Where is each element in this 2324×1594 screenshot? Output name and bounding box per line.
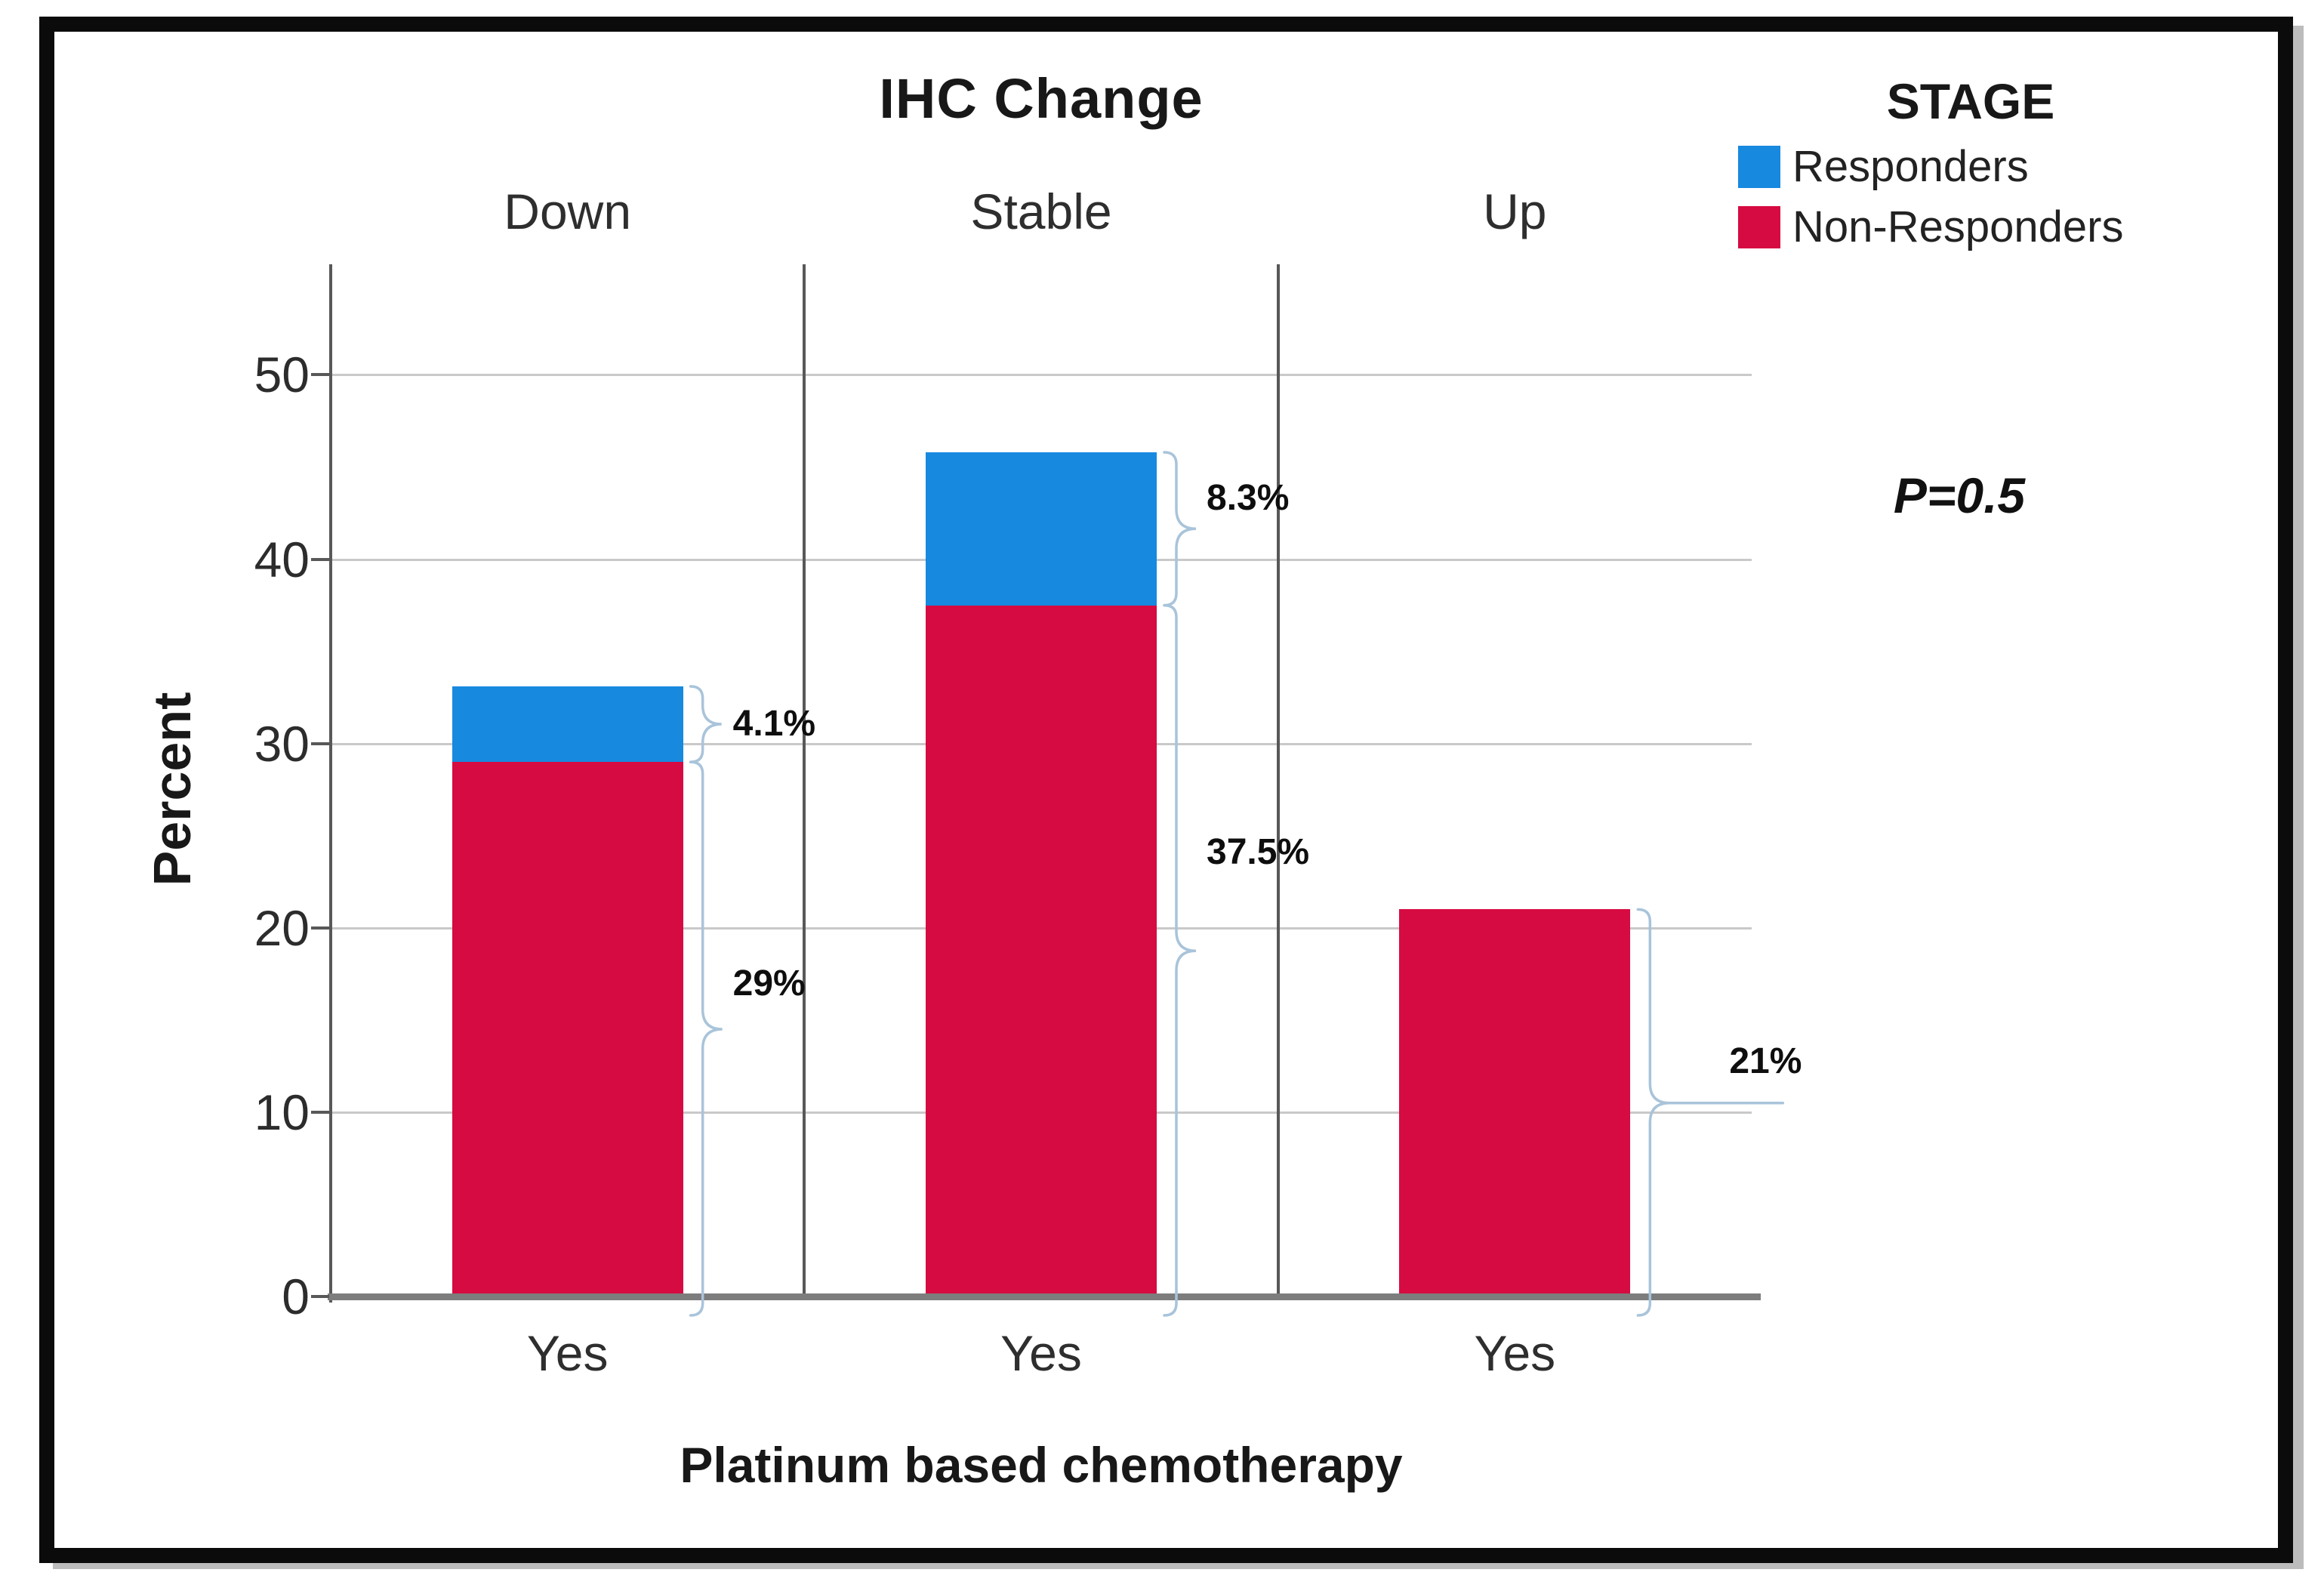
- panel-header-stable: Stable: [970, 183, 1112, 239]
- annotation-down-non-responders: 29%: [732, 963, 806, 1004]
- chart-frame: [39, 17, 2293, 1563]
- legend-item-non-responders: Non-Responders: [1738, 204, 2258, 251]
- legend-title: STAGE: [1886, 73, 2055, 129]
- y-tick-label-0: 0: [282, 1269, 310, 1324]
- gridline-50: [331, 374, 1752, 377]
- y-tick-30: [311, 742, 329, 745]
- brace-down-non-responders: [689, 760, 723, 1317]
- y-tick-50: [311, 373, 329, 377]
- y-tick-40: [311, 557, 329, 561]
- legend-item-responders: Responders: [1738, 143, 2258, 190]
- y-tick-20: [311, 926, 329, 930]
- y-tick-label-50: 50: [254, 347, 310, 403]
- x-tick-label-stable: Yes: [1000, 1325, 1082, 1381]
- y-tick-label-30: 30: [254, 715, 310, 772]
- legend-swatch-non-responders: [1738, 206, 1780, 248]
- legend-label-responders: Responders: [1792, 142, 2029, 191]
- legend: STAGE Responders Non-Responders: [1729, 72, 2258, 251]
- x-axis-line: [328, 1293, 1761, 1300]
- annotation-stable-non-responders: 37.5%: [1207, 832, 1310, 873]
- y-tick-label-10: 10: [254, 1084, 310, 1140]
- panel-divider: [1276, 264, 1280, 1296]
- annotation-stable-responders: 8.3%: [1207, 478, 1290, 519]
- y-axis-line: [329, 264, 332, 1303]
- brace-stable-non-responders: [1163, 603, 1197, 1317]
- brace-stable-responders: [1163, 451, 1197, 607]
- bar-down-responders: [452, 686, 683, 763]
- bar-up-non-responders: [1399, 909, 1631, 1296]
- legend-swatch-responders: [1738, 146, 1780, 188]
- x-tick-label-up: Yes: [1474, 1325, 1556, 1381]
- chart-title: IHC Change: [879, 67, 1204, 130]
- brace-down-responders: [689, 685, 722, 763]
- y-tick-label-40: 40: [254, 531, 310, 587]
- bar-down-non-responders: [452, 762, 683, 1296]
- x-tick-label-down: Yes: [526, 1325, 609, 1381]
- brace-up-non-responders: [1636, 908, 1785, 1317]
- panel-header-down: Down: [504, 183, 632, 239]
- p-value-note: P=0.5: [1893, 467, 2026, 523]
- annotation-up-non-responders: 21%: [1729, 1041, 1802, 1081]
- panel-header-up: Up: [1483, 183, 1547, 239]
- y-tick-10: [311, 1110, 329, 1114]
- y-tick-label-20: 20: [254, 899, 310, 956]
- legend-label-non-responders: Non-Responders: [1792, 202, 2124, 251]
- panel-divider: [803, 264, 806, 1296]
- x-axis-title: Platinum based chemotherapy: [680, 1437, 1403, 1493]
- y-tick-0: [311, 1295, 329, 1298]
- annotation-down-responders: 4.1%: [732, 704, 816, 745]
- bar-stable-responders: [926, 452, 1157, 606]
- bar-stable-non-responders: [926, 605, 1157, 1296]
